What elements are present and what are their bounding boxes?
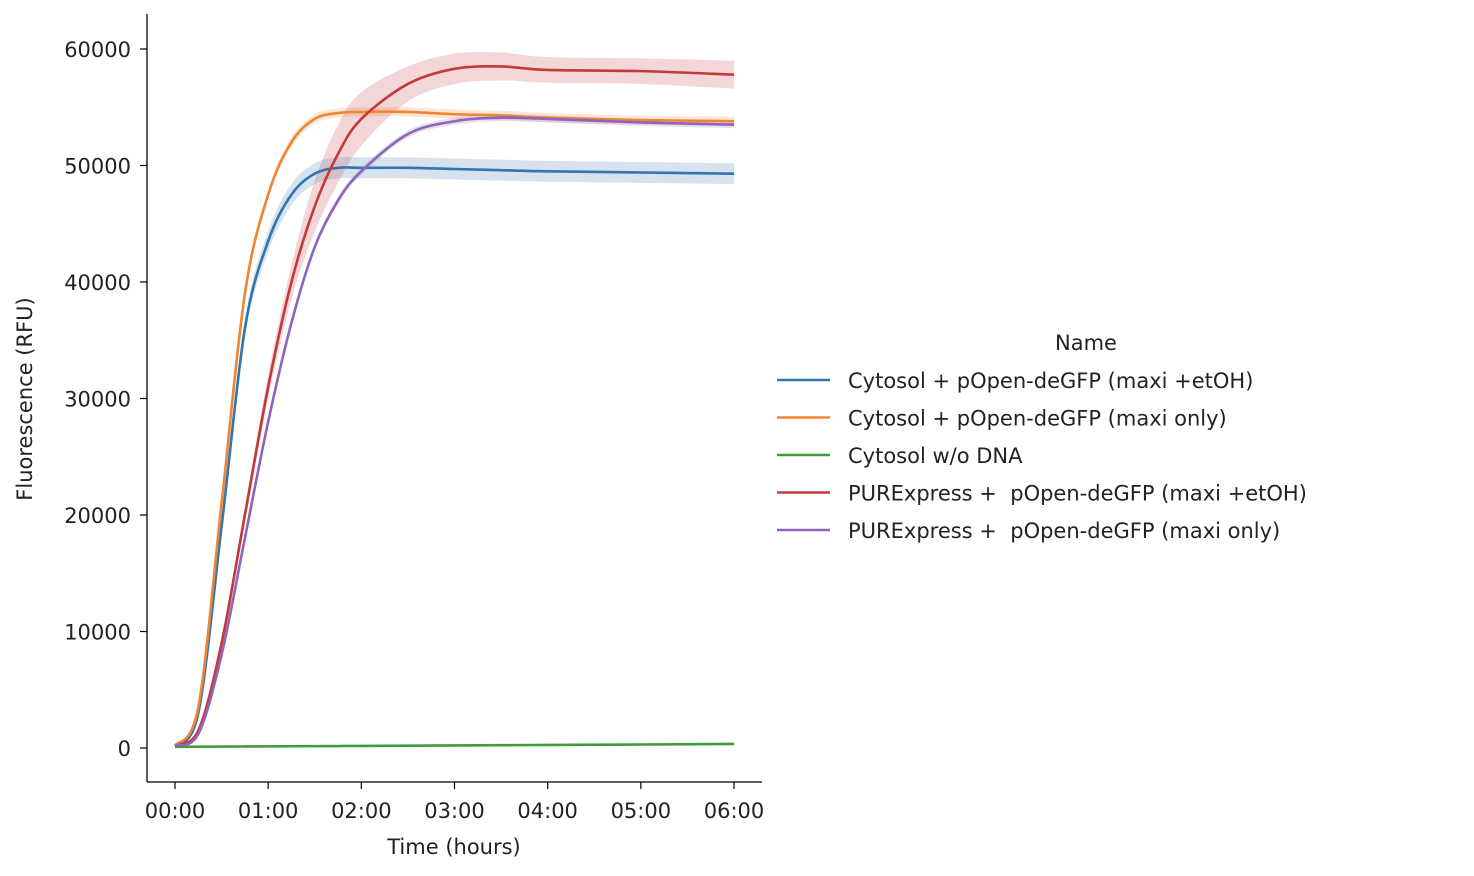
ci-band-3: [175, 51, 734, 747]
x-tick-label: 01:00: [238, 799, 299, 823]
x-tick-label: 04:00: [517, 799, 578, 823]
y-tick-label: 30000: [64, 388, 131, 412]
ci-band-0: [175, 156, 734, 747]
legend-label-0: Cytosol + pOpen-deGFP (maxi +etOH): [848, 369, 1253, 393]
x-axis-label: Time (hours): [386, 835, 521, 859]
x-tick-label: 06:00: [704, 799, 765, 823]
confidence-bands: [175, 51, 734, 747]
series-line-3: [174, 65, 735, 747]
x-tick-label: 02:00: [331, 799, 392, 823]
y-tick-label: 10000: [64, 621, 131, 645]
y-tick-label: 60000: [64, 38, 131, 62]
x-tick-label: 03:00: [424, 799, 485, 823]
legend-title: Name: [1055, 331, 1117, 355]
x-tick-label: 00:00: [145, 799, 206, 823]
series-lines: [173, 65, 735, 749]
legend-label-2: Cytosol w/o DNA: [848, 444, 1023, 468]
legend-label-3: PURExpress + pOpen-deGFP (maxi +etOH): [848, 482, 1307, 506]
y-tick-label: 0: [118, 737, 131, 761]
series-line-0: [173, 166, 735, 747]
series-line-4: [174, 116, 735, 747]
y-tick-label: 50000: [64, 155, 131, 179]
legend-label-4: PURExpress + pOpen-deGFP (maxi only): [848, 519, 1280, 543]
x-tick-label: 05:00: [611, 799, 672, 823]
axes: 0 10000 20000 30000 40000 50000 60000 00:00 01:0…: [64, 14, 764, 823]
legend: Name Cytosol + pOpen-deGFP (maxi +etOH) C…: [777, 331, 1307, 543]
y-axis-label: Fluorescence (RFU): [13, 297, 37, 500]
y-tick-label: 40000: [64, 271, 131, 295]
legend-label-1: Cytosol + pOpen-deGFP (maxi only): [848, 407, 1227, 431]
y-tick-label: 20000: [64, 504, 131, 528]
series-line-2: [174, 742, 735, 749]
